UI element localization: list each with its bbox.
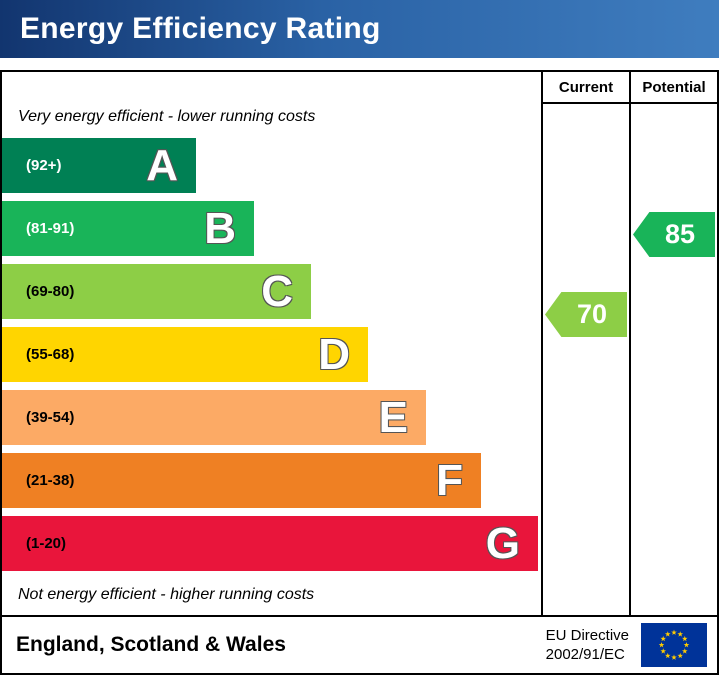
rating-bands: (92+) A (81-91) B (69-80) C (55-68) D (3… — [2, 138, 538, 579]
eu-directive-label: EU Directive 2002/91/EC — [546, 626, 629, 664]
band-letter-g: G — [485, 518, 520, 568]
band-bar-g: (1-20) G — [2, 516, 538, 571]
eu-flag-field — [641, 623, 707, 667]
footer-bar: England, Scotland & Wales EU Directive 2… — [0, 615, 719, 675]
page-title: Energy Efficiency Rating — [20, 12, 381, 45]
band-letter-a: A — [146, 140, 178, 190]
band-bar-d: (55-68) D — [2, 327, 368, 382]
band-range-c: (69-80) — [26, 283, 75, 300]
band-range-d: (55-68) — [26, 346, 75, 363]
column-header-underline — [541, 102, 717, 104]
eu-directive-line1: EU Directive — [545, 627, 629, 644]
column-header-current: Current — [558, 78, 614, 96]
rating-chart: Current Potential Very energy efficient … — [0, 70, 719, 617]
band-letter-d: D — [318, 329, 350, 379]
current-rating-value: 70 — [576, 299, 608, 329]
band-letter-e: E — [378, 392, 408, 442]
region-label: England, Scotland & Wales — [16, 633, 286, 656]
potential-rating-pointer: 85 — [633, 212, 715, 257]
band-bar-f: (21-38) F — [2, 453, 481, 508]
note-very-efficient: Very energy efficient - lower running co… — [18, 108, 316, 125]
note-not-efficient: Not energy efficient - higher running co… — [18, 586, 315, 603]
band-range-e: (39-54) — [26, 409, 75, 426]
current-rating-pointer: 70 — [545, 292, 627, 337]
band-letter-b: B — [204, 203, 236, 253]
band-range-b: (81-91) — [26, 220, 75, 237]
band-bar-c: (69-80) C — [2, 264, 311, 319]
eu-flag-icon — [641, 623, 707, 667]
band-bar-e: (39-54) E — [2, 390, 426, 445]
band-range-g: (1-20) — [26, 535, 67, 552]
column-divider-potential — [629, 72, 631, 615]
column-header-potential: Potential — [642, 78, 706, 96]
band-range-f: (21-38) — [26, 472, 75, 489]
band-range-a: (92+) — [26, 157, 62, 174]
band-bar-b: (81-91) B — [2, 201, 254, 256]
title-banner: Energy Efficiency Rating — [0, 0, 719, 58]
band-bar-a: (92+) A — [2, 138, 196, 193]
eu-directive-line2: 2002/91/EC — [545, 646, 625, 663]
band-letter-f: F — [436, 455, 463, 505]
band-letter-c: C — [261, 266, 293, 316]
potential-rating-value: 85 — [664, 219, 696, 249]
column-divider-current — [541, 72, 543, 615]
